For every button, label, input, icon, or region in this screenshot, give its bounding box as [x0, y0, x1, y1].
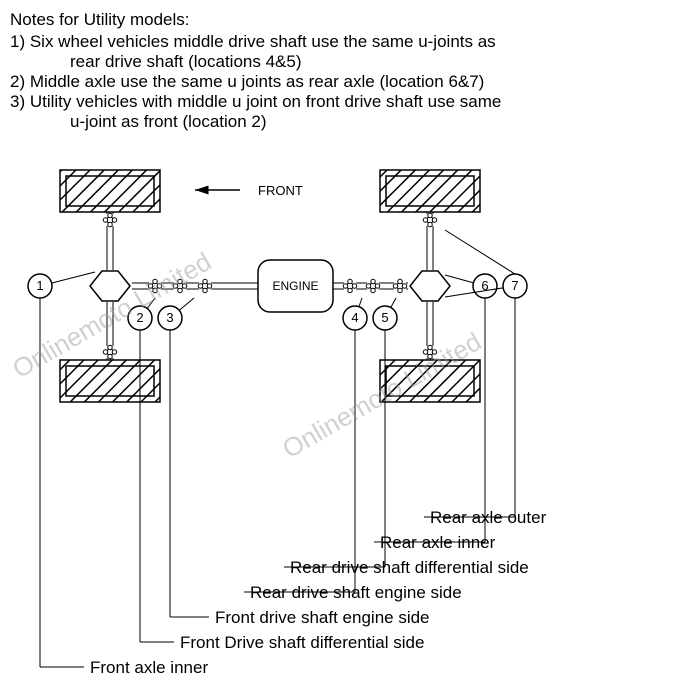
svg-text:7: 7 [511, 278, 518, 293]
note-1-sub: rear drive shaft (locations 4&5) [10, 52, 690, 72]
note-1: 1) Six wheel vehicles middle drive shaft… [10, 32, 690, 52]
svg-text:4: 4 [351, 310, 358, 325]
svg-text:5: 5 [381, 310, 388, 325]
svg-text:2: 2 [136, 310, 143, 325]
diagram: ENGINE FRONT 1 Front axle inner 2 Front Drive… [10, 150, 690, 690]
svg-text:Rear drive shaft differential: Rear drive shaft differential side [290, 558, 529, 577]
svg-text:ENGINE: ENGINE [272, 279, 318, 293]
drivetrain-diagram-svg: ENGINE FRONT 1 Front axle inner 2 Front Drive… [10, 150, 690, 690]
svg-text:Rear axle outer: Rear axle outer [430, 508, 547, 527]
svg-text:Front Drive shaft differential: Front Drive shaft differential side [180, 633, 424, 652]
notes-block: Notes for Utility models: 1) Six wheel v… [10, 10, 690, 132]
svg-text:Front axle inner: Front axle inner [90, 658, 208, 677]
svg-text:1: 1 [36, 278, 43, 293]
svg-text:Rear axle inner: Rear axle inner [380, 533, 496, 552]
note-2: 2) Middle axle use the same u joints as … [10, 72, 690, 92]
notes-title: Notes for Utility models: [10, 10, 690, 30]
svg-text:Rear drive shaft engine side: Rear drive shaft engine side [250, 583, 462, 602]
note-3-sub: u-joint as front (location 2) [10, 112, 690, 132]
svg-text:FRONT: FRONT [258, 183, 303, 198]
svg-text:Front drive shaft engine side: Front drive shaft engine side [215, 608, 430, 627]
note-3: 3) Utility vehicles with middle u joint … [10, 92, 690, 112]
svg-text:3: 3 [166, 310, 173, 325]
